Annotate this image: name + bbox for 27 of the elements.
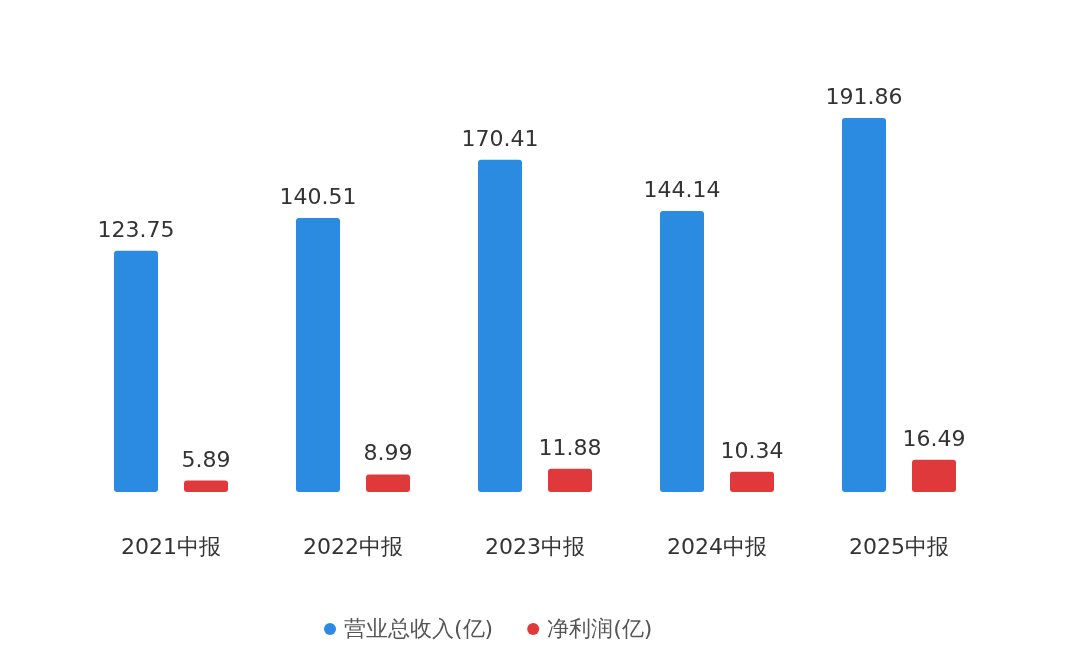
x-tick-label: 2025中报	[849, 534, 949, 559]
bar	[478, 159, 522, 492]
bar	[730, 471, 774, 492]
bar	[548, 468, 592, 492]
bar	[660, 211, 704, 492]
data-label: 191.86	[825, 84, 903, 109]
data-label: 123.75	[97, 216, 175, 242]
data-label: 10.34	[720, 437, 784, 463]
legend-label: 净利润(亿)	[547, 616, 653, 641]
bar	[114, 250, 158, 492]
legend-label: 营业总收入(亿)	[344, 616, 494, 641]
x-tick-label: 2021中报	[121, 534, 221, 559]
x-tick-label: 2023中报	[485, 534, 585, 559]
data-label: 11.88	[538, 434, 602, 460]
data-label: 5.89	[181, 446, 231, 472]
data-label: 170.41	[461, 125, 539, 151]
bar	[184, 480, 228, 492]
data-label: 16.49	[902, 425, 966, 451]
data-label: 140.51	[279, 184, 357, 210]
bar	[842, 118, 886, 492]
data-label: 144.14	[643, 177, 721, 203]
bar	[296, 218, 340, 492]
bar	[366, 474, 410, 492]
x-tick-label: 2024中报	[667, 534, 767, 559]
data-label: 8.99	[363, 440, 413, 466]
bar	[912, 459, 956, 492]
x-tick-label: 2022中报	[303, 534, 403, 559]
